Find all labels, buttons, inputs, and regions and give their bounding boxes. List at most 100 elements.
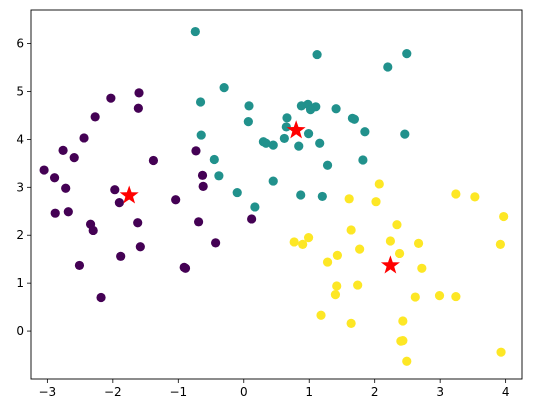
- scatter-point-cluster-2: [398, 316, 408, 326]
- scatter-point-cluster-1: [243, 117, 253, 127]
- scatter-point-cluster-2: [322, 257, 333, 267]
- scatter-point-cluster-1: [196, 130, 206, 140]
- scatter-point-cluster-0: [247, 214, 257, 224]
- scatter-point-cluster-0: [116, 251, 126, 261]
- scatter-point-cluster-2: [332, 250, 342, 260]
- scatter-point-cluster-0: [180, 263, 191, 273]
- scatter-point-cluster-2: [496, 347, 506, 357]
- scatter-point-cluster-2: [346, 225, 356, 235]
- scatter-point-cluster-1: [312, 49, 322, 60]
- x-axis: −3 −2 −1 0 1 2 3 4: [39, 379, 510, 399]
- scatter-point-cluster-0: [198, 181, 208, 191]
- y-tick-label: 1: [16, 276, 24, 290]
- scatter-point-cluster-0: [110, 185, 120, 195]
- centroid-star-marker: [286, 120, 306, 139]
- x-tick-label: 1: [305, 385, 313, 399]
- scatter-point-cluster-2: [385, 236, 396, 246]
- scatter-point-cluster-2: [410, 292, 420, 302]
- scatter-point-cluster-2: [470, 192, 480, 202]
- scatter-point-cluster-1: [317, 191, 327, 202]
- y-tick-label: 0: [16, 324, 24, 338]
- scatter-point-cluster-0: [79, 133, 89, 143]
- scatter-point-cluster-0: [61, 183, 71, 193]
- scatter-point-cluster-0: [191, 146, 201, 156]
- scatter-point-cluster-0: [135, 242, 145, 252]
- scatter-point-cluster-1: [214, 171, 224, 181]
- scatter-point-cluster-1: [268, 140, 278, 150]
- scatter-point-cluster-1: [250, 202, 260, 212]
- scatter-point-cluster-0: [69, 153, 79, 163]
- scatter-point-cluster-1: [281, 122, 291, 132]
- y-tick-label: 5: [16, 84, 24, 98]
- scatter-point-cluster-1: [331, 104, 341, 114]
- scatter-point-cluster-1: [315, 138, 325, 148]
- scatter-point-cluster-1: [268, 176, 278, 186]
- scatter-point-cluster-2: [434, 291, 445, 301]
- scatter-point-cluster-2: [332, 281, 342, 291]
- scatter-point-cluster-1: [195, 97, 206, 107]
- scatter-point-cluster-0: [193, 217, 204, 227]
- scatter-point-cluster-0: [39, 165, 49, 175]
- scatter-point-cluster-2: [303, 233, 314, 243]
- scatter-point-cluster-2: [417, 263, 427, 273]
- scatter-point-cluster-0: [197, 170, 208, 180]
- scatter-point-cluster-2: [495, 239, 505, 249]
- scatter-point-cluster-2: [346, 318, 356, 329]
- x-tick-label: 3: [436, 385, 444, 399]
- scatter-point-cluster-1: [400, 129, 410, 139]
- scatter-point-cluster-1: [402, 49, 412, 59]
- scatter-point-cluster-2: [371, 197, 381, 207]
- centroids-layer: [119, 120, 400, 274]
- scatter-point-cluster-1: [261, 138, 271, 148]
- y-tick-label: 4: [16, 132, 24, 146]
- scatter-point-cluster-1: [349, 114, 360, 124]
- scatter-point-cluster-2: [499, 211, 509, 222]
- scatter-point-cluster-0: [106, 93, 116, 103]
- scatter-point-cluster-1: [360, 127, 370, 137]
- scatter-point-cluster-2: [355, 244, 365, 254]
- y-tick-label: 3: [16, 180, 24, 194]
- x-tick-label: −2: [104, 385, 122, 399]
- x-tick-label: 2: [371, 385, 379, 399]
- scatter-point-cluster-2: [413, 238, 424, 248]
- scatter-point-cluster-0: [88, 225, 98, 236]
- scatter-point-cluster-0: [63, 207, 73, 217]
- scatter-point-cluster-1: [279, 133, 289, 144]
- scatter-point-cluster-1: [219, 83, 229, 93]
- centroid-star-marker: [380, 255, 400, 274]
- centroid-star-marker: [119, 185, 139, 204]
- plot-frame: [30, 9, 523, 380]
- scatter-point-cluster-1: [232, 187, 242, 198]
- x-tick-label: −3: [39, 385, 57, 399]
- scatter-point-cluster-0: [50, 208, 60, 218]
- scatter-point-cluster-2: [398, 336, 408, 346]
- scatter-point-cluster-1: [296, 190, 306, 200]
- scatter-point-cluster-1: [305, 105, 316, 115]
- scatter-point-cluster-2: [451, 291, 461, 302]
- scatter-point-cluster-2: [353, 280, 363, 290]
- y-tick-label: 2: [16, 228, 24, 242]
- x-tick-label: 4: [502, 385, 510, 399]
- scatter-point-cluster-0: [114, 198, 124, 208]
- scatter-point-cluster-2: [451, 189, 461, 199]
- scatter-point-cluster-0: [49, 173, 60, 183]
- scatter-point-cluster-2: [394, 248, 405, 259]
- scatter-point-cluster-1: [244, 101, 254, 111]
- scatter-point-cluster-1: [383, 62, 393, 72]
- scatter-point-cluster-0: [134, 88, 144, 98]
- scatter-point-cluster-1: [282, 113, 292, 123]
- scatter-point-cluster-2: [330, 290, 341, 300]
- scatter-point-cluster-1: [322, 160, 333, 170]
- scatter-point-cluster-2: [344, 194, 354, 204]
- scatter-point-cluster-1: [358, 155, 368, 165]
- scatter-point-cluster-2: [298, 239, 308, 249]
- scatter-point-cluster-2: [402, 356, 412, 366]
- scatter-point-cluster-0: [148, 155, 159, 166]
- scatter-point-cluster-1: [303, 129, 314, 139]
- points-layer: [39, 26, 509, 366]
- x-tick-label: 0: [240, 385, 248, 399]
- scatter-point-cluster-0: [171, 195, 181, 205]
- scatter-point-cluster-0: [133, 103, 143, 113]
- scatter-point-cluster-0: [211, 238, 221, 248]
- scatter-point-cluster-1: [209, 154, 219, 165]
